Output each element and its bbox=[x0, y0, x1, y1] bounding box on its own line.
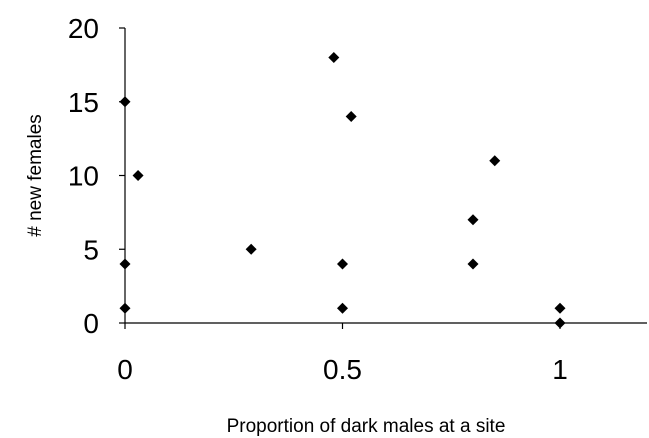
data-point bbox=[132, 170, 144, 181]
y-axis-title: # new females bbox=[25, 114, 46, 237]
data-point bbox=[337, 258, 348, 270]
data-point bbox=[337, 302, 348, 314]
data-point bbox=[119, 258, 131, 270]
y-tick-label: 20 bbox=[68, 13, 99, 44]
data-point bbox=[328, 52, 340, 63]
data-point bbox=[119, 302, 131, 314]
data-point bbox=[245, 243, 257, 255]
x-tick-label: 0.5 bbox=[323, 354, 362, 385]
x-tick-label: 0 bbox=[117, 354, 133, 385]
y-ticks: 0 5 10 15 20 bbox=[68, 13, 125, 339]
x-ticks: 0 0.5 1 bbox=[117, 323, 568, 385]
data-point bbox=[554, 302, 566, 314]
data-points bbox=[119, 52, 566, 329]
x-tick-label: 1 bbox=[552, 354, 568, 385]
x-axis-title: Proportion of dark males at a site bbox=[227, 416, 506, 437]
y-tick-label: 5 bbox=[83, 234, 99, 265]
y-tick-label: 10 bbox=[68, 161, 99, 192]
axes bbox=[124, 28, 647, 324]
y-tick-label: 0 bbox=[83, 308, 99, 339]
data-point bbox=[467, 214, 479, 226]
data-point bbox=[489, 155, 501, 167]
data-point bbox=[119, 96, 131, 108]
data-point bbox=[554, 317, 566, 329]
data-point bbox=[467, 258, 479, 270]
y-tick-label: 15 bbox=[68, 87, 99, 118]
data-point bbox=[345, 111, 357, 122]
